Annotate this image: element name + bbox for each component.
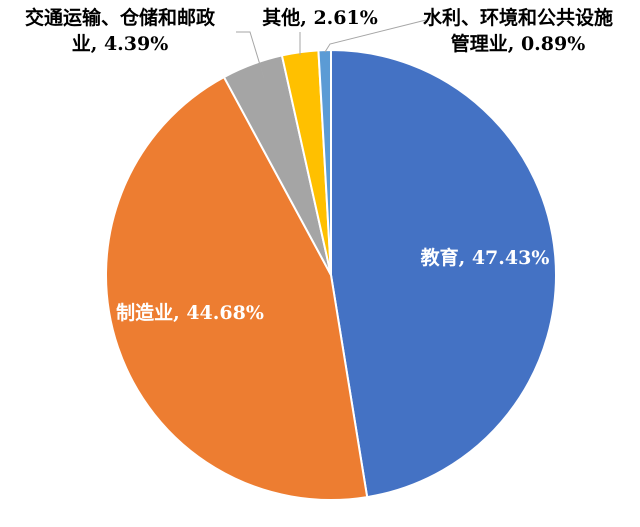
data-label: 其他, 2.61% [262, 7, 378, 29]
data-label: 制造业, 44.68% [116, 302, 264, 324]
pie-slice [330, 48, 557, 499]
pie-slice [317, 48, 332, 276]
data-label: 教育, 47.43% [420, 247, 550, 269]
data-label: 水利、环境和公共设施管理业, 0.89% [422, 7, 613, 55]
data-label: 交通运输、仓储和邮政业, 4.39% [24, 7, 215, 55]
pie-slice [105, 75, 369, 501]
leader-line [236, 31, 265, 79]
leader-line [324, 19, 427, 53]
